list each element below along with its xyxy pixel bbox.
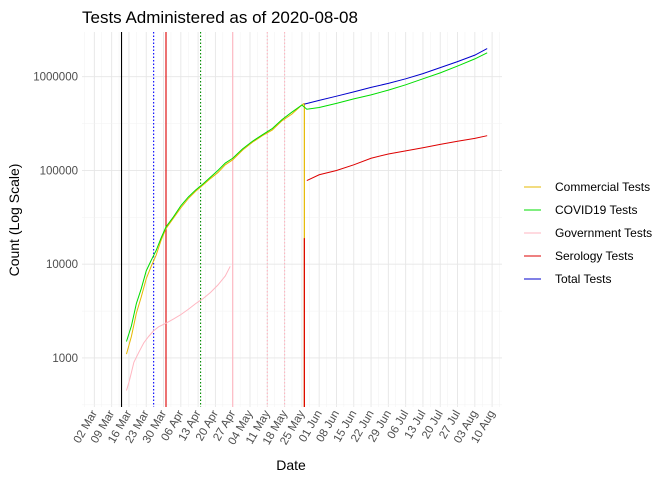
series-line: [304, 48, 488, 105]
y-axis-ticks: 1000 10000 100000 1000000: [33, 72, 78, 365]
legend-label: Total Tests: [555, 272, 611, 286]
legend-label: Commercial Tests: [555, 180, 650, 194]
vertical-markers: [120, 32, 286, 407]
y-tick-label: 10000: [46, 259, 78, 271]
y-tick-label: 100000: [40, 165, 78, 177]
series-lines: [125, 48, 488, 407]
y-axis-title: Count (Log Scale): [6, 164, 22, 277]
chart-title: Tests Administered as of 2020-08-08: [82, 8, 358, 27]
legend-label: Government Tests: [555, 226, 652, 240]
legend-label: Serology Tests: [555, 249, 634, 263]
series-line: [125, 266, 231, 391]
grid: [82, 32, 502, 407]
y-tick-label: 1000000: [33, 72, 78, 84]
series-line: [306, 135, 488, 182]
series-line: [125, 102, 305, 355]
series-line: [125, 52, 488, 342]
legend-label: COVID19 Tests: [555, 203, 637, 217]
y-tick-label: 1000: [52, 353, 78, 365]
x-axis-title: Date: [276, 457, 306, 473]
legend: Commercial Tests COVID19 Tests Government …: [524, 180, 652, 286]
